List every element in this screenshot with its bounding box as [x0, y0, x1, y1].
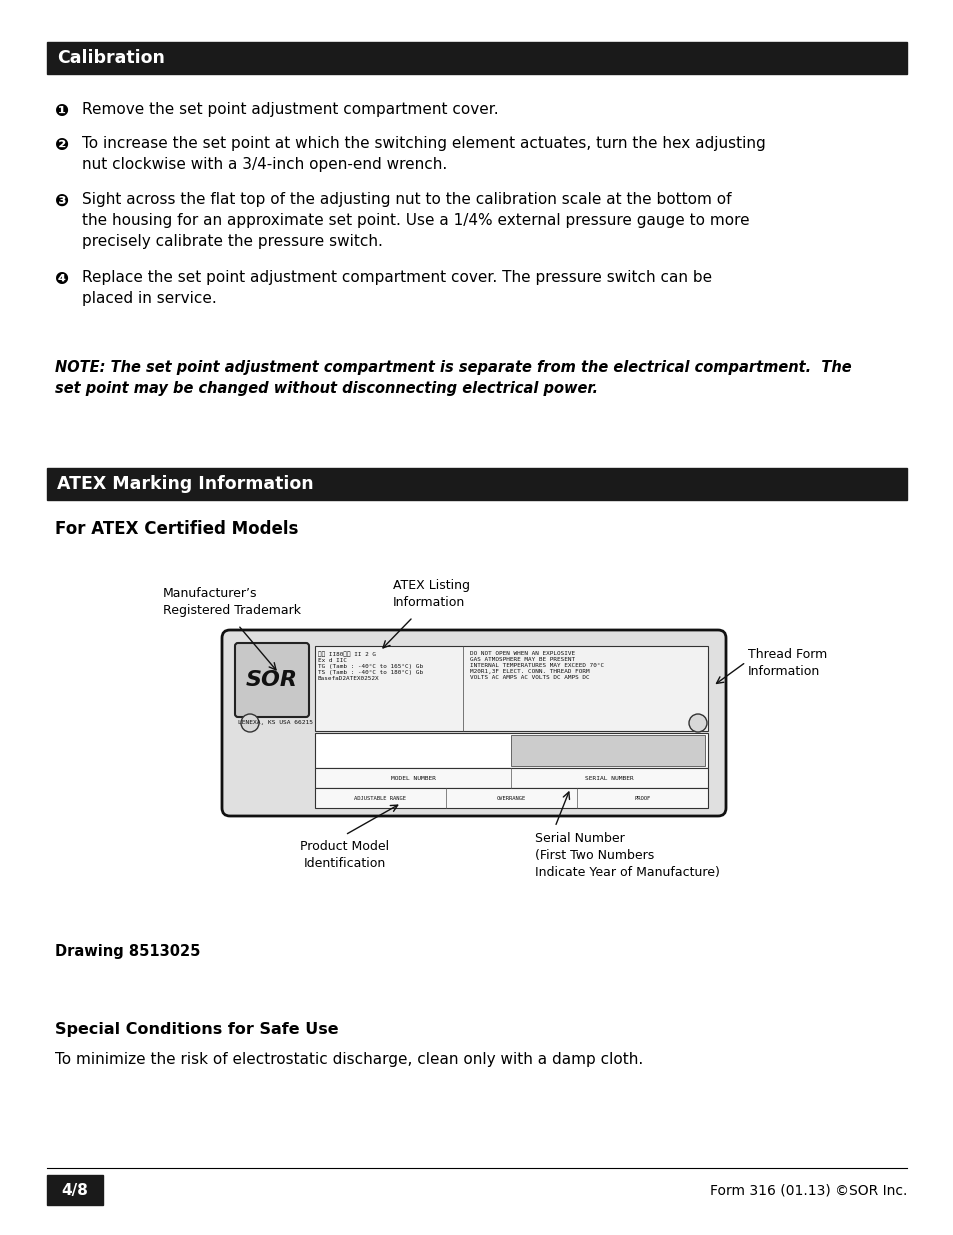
Text: LENEXA, KS USA 66215: LENEXA, KS USA 66215 — [237, 720, 313, 725]
Text: Serial Number
(First Two Numbers
Indicate Year of Manufacture): Serial Number (First Two Numbers Indicat… — [535, 832, 720, 879]
Text: Manufacturer’s
Registered Trademark: Manufacturer’s Registered Trademark — [163, 587, 301, 618]
Bar — [47, 42, 906, 74]
Text: Drawing 8513025: Drawing 8513025 — [55, 944, 200, 960]
Text: OVERRANGE: OVERRANGE — [497, 795, 525, 800]
Text: Form 316 (01.13) ©SOR Inc.: Form 316 (01.13) ©SOR Inc. — [709, 1183, 906, 1197]
Bar — [314, 788, 707, 808]
Text: Thread Form
Information: Thread Form Information — [747, 648, 826, 678]
Text: DO NOT OPEN WHEN AN EXPLOSIVE
GAS ATMOSPHERE MAY BE PRESENT
INTERNAL TEMPERATURE: DO NOT OPEN WHEN AN EXPLOSIVE GAS ATMOSP… — [470, 651, 603, 680]
Bar — [47, 1174, 103, 1205]
Text: Calibration: Calibration — [57, 49, 165, 67]
Text: ATEX Marking Information: ATEX Marking Information — [57, 475, 314, 493]
Text: Replace the set point adjustment compartment cover. The pressure switch can be
p: Replace the set point adjustment compart… — [82, 270, 711, 306]
Bar — [314, 768, 707, 788]
Text: PROOF: PROOF — [634, 795, 650, 800]
Text: SOR: SOR — [246, 671, 297, 690]
Text: ❶: ❶ — [55, 103, 69, 120]
Text: ❷: ❷ — [55, 136, 69, 154]
Text: Product Model
Identification: Product Model Identification — [300, 840, 389, 869]
Text: ATEX Listing
Information: ATEX Listing Information — [393, 579, 470, 609]
Circle shape — [688, 714, 706, 732]
Text: Remove the set point adjustment compartment cover.: Remove the set point adjustment compartm… — [82, 103, 498, 117]
Text: To minimize the risk of electrostatic discharge, clean only with a damp cloth.: To minimize the risk of electrostatic di… — [55, 1052, 642, 1067]
Text: ❸: ❸ — [55, 191, 69, 210]
Text: Special Conditions for Safe Use: Special Conditions for Safe Use — [55, 1023, 338, 1037]
Text: NOTE: The set point adjustment compartment is separate from the electrical compa: NOTE: The set point adjustment compartme… — [55, 359, 851, 396]
FancyBboxPatch shape — [222, 630, 725, 816]
Text: ADJUSTABLE RANGE: ADJUSTABLE RANGE — [355, 795, 406, 800]
Bar — [511, 735, 704, 766]
Bar — [47, 468, 906, 500]
Text: To increase the set point at which the switching element actuates, turn the hex : To increase the set point at which the s… — [82, 136, 765, 172]
Text: MODEL NUMBER: MODEL NUMBER — [391, 776, 436, 781]
Text: For ATEX Certified Models: For ATEX Certified Models — [55, 520, 298, 538]
Bar — [314, 646, 707, 731]
Bar — [314, 734, 707, 768]
Circle shape — [241, 714, 258, 732]
Text: ❹: ❹ — [55, 270, 69, 288]
FancyBboxPatch shape — [234, 643, 309, 718]
Text: Ⓒⓔ II80Ⓒⓔ II 2 G
Ex d IIC
TG (Tamb : -40°C to 165°C) Gb
TS (Tamb : -40°C to 180°: Ⓒⓔ II80Ⓒⓔ II 2 G Ex d IIC TG (Tamb : -40… — [317, 651, 423, 680]
Text: Sight across the flat top of the adjusting nut to the calibration scale at the b: Sight across the flat top of the adjusti… — [82, 191, 749, 249]
Text: SERIAL NUMBER: SERIAL NUMBER — [585, 776, 634, 781]
Text: 4/8: 4/8 — [62, 1182, 89, 1198]
